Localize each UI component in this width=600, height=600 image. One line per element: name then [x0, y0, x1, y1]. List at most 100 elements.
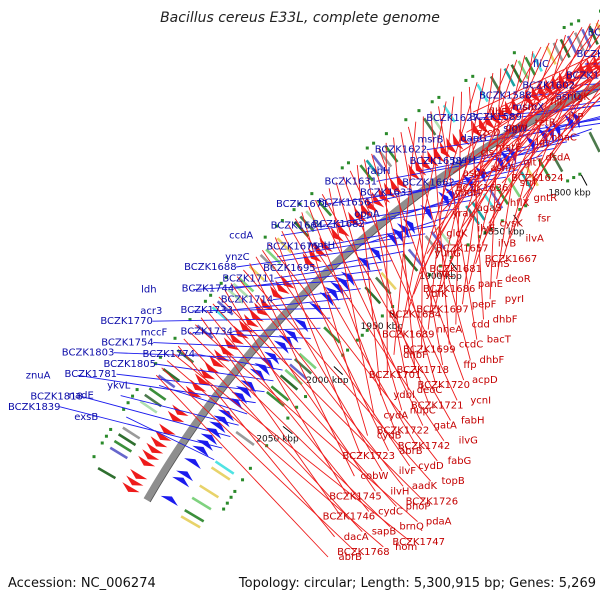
- guide-dot: [477, 235, 481, 239]
- leader-line: [206, 310, 370, 512]
- reverse-gene-arrow: [146, 442, 164, 454]
- gene-label: BCZK1602: [522, 80, 575, 91]
- gene-label: BCZK1689: [382, 330, 435, 341]
- guide-dot: [340, 166, 344, 170]
- leader-line: [433, 24, 600, 234]
- leader-line: [528, 65, 600, 103]
- leader-line: [335, 182, 403, 411]
- gene-label: BCZK1744: [182, 283, 235, 294]
- leader-line: [82, 396, 231, 438]
- reverse-gene-arrow: [579, 61, 589, 80]
- leader-line: [288, 224, 417, 447]
- leader-line: [407, 126, 471, 360]
- gene-label: BCZK1662: [402, 177, 455, 188]
- annotation-bar: [144, 393, 162, 408]
- gene-label: fliP: [568, 112, 583, 123]
- gene-label: oppA: [354, 209, 380, 220]
- leader-line: [447, 42, 550, 270]
- forward-gene-arrow: [537, 128, 548, 146]
- leader-line: [481, 23, 591, 244]
- gene-label: asnA: [490, 163, 515, 174]
- annotation-bar: [117, 433, 137, 447]
- annotation-bar: [380, 271, 397, 291]
- reverse-gene-arrow: [142, 449, 160, 460]
- leader-line: [294, 218, 445, 441]
- gene-label: brnQ: [399, 522, 424, 533]
- guide-dot: [464, 78, 468, 82]
- gene-label: BCZK1711: [222, 273, 275, 284]
- reverse-gene-arrow: [371, 191, 385, 208]
- gene-label: BCZK1699: [403, 345, 456, 356]
- leader-line: [500, 58, 600, 108]
- reverse-gene-arrow: [353, 206, 367, 222]
- gene-label: BCZK1718: [396, 365, 449, 376]
- leader-line: [438, 106, 478, 340]
- gene-label: BCZK1754: [101, 338, 154, 349]
- annotation-bar: [180, 515, 201, 529]
- guide-dot: [384, 132, 388, 136]
- leader-line: [393, 137, 416, 371]
- leader-line: [155, 374, 329, 558]
- reverse-gene-arrow: [485, 112, 496, 130]
- gene-label: BCZK1624: [511, 173, 564, 184]
- guide-dot: [346, 348, 350, 352]
- leader-line: [236, 276, 404, 487]
- annotation-bar: [442, 104, 456, 123]
- reverse-gene-arrow: [389, 177, 403, 194]
- map-title: Bacillus cereus E33L, complete genome: [160, 10, 440, 26]
- gene-label: BCZK1675: [266, 242, 319, 253]
- annotation-bar: [402, 253, 419, 272]
- reverse-gene-arrow: [243, 313, 259, 328]
- guide-dot: [222, 507, 226, 511]
- annotation-bar: [148, 387, 167, 401]
- leader-line: [77, 374, 256, 404]
- reverse-gene-arrow: [313, 242, 328, 257]
- guide-dot: [489, 227, 493, 231]
- leader-line: [371, 153, 437, 386]
- forward-gene-arrow: [200, 433, 218, 445]
- leader-line: [502, 34, 566, 259]
- guide-dot: [135, 388, 139, 392]
- guide-dot: [248, 466, 252, 470]
- gene-label: abrB: [339, 552, 363, 563]
- leader-line: [321, 194, 451, 421]
- annotation-bar: [276, 237, 293, 254]
- annotation-bar: [471, 201, 486, 221]
- kbp-tick-label: 2000 kbp: [306, 376, 349, 386]
- guide-dot: [104, 434, 108, 438]
- forward-gene-arrow: [226, 397, 243, 410]
- reverse-gene-arrow: [414, 159, 427, 176]
- guide-dot: [572, 176, 576, 180]
- forward-gene-arrow: [368, 246, 382, 262]
- forward-gene-arrow: [249, 368, 266, 382]
- guide-dot: [241, 478, 245, 482]
- reverse-gene-arrow: [531, 85, 542, 104]
- annotation-bar: [157, 374, 176, 389]
- leader-line: [459, 61, 600, 153]
- reverse-gene-arrow: [204, 361, 221, 374]
- reverse-gene-arrow: [498, 104, 509, 122]
- gene-label: mntH: [308, 241, 336, 252]
- leader-line: [427, 96, 455, 330]
- gene-label: BCZK1688: [184, 262, 237, 273]
- annotation-bar: [210, 466, 231, 481]
- leader-line: [475, 38, 558, 264]
- genome-summary-text: Topology: circular; Length: 5,300,915 bp…: [238, 576, 596, 591]
- annotation-bar: [550, 151, 564, 173]
- leader-line: [116, 373, 265, 393]
- annotation-bar: [429, 113, 443, 132]
- kbp-tick: [580, 174, 588, 186]
- guide-dot: [100, 441, 104, 445]
- guide-dot: [310, 192, 314, 196]
- leader-line: [385, 142, 388, 376]
- gene-label: BCZK1745: [329, 491, 382, 502]
- forward-gene-arrow: [309, 302, 324, 317]
- guide-dot: [225, 501, 229, 505]
- gene-label: BCZK1721: [411, 400, 464, 411]
- annotation-bar: [211, 306, 229, 322]
- reverse-gene-arrow: [130, 468, 148, 480]
- guide-dot: [518, 207, 522, 211]
- kbp-tick-label: 1950 kbp: [361, 322, 404, 332]
- gene-label: fliI: [550, 97, 562, 108]
- guide-dot: [365, 328, 369, 332]
